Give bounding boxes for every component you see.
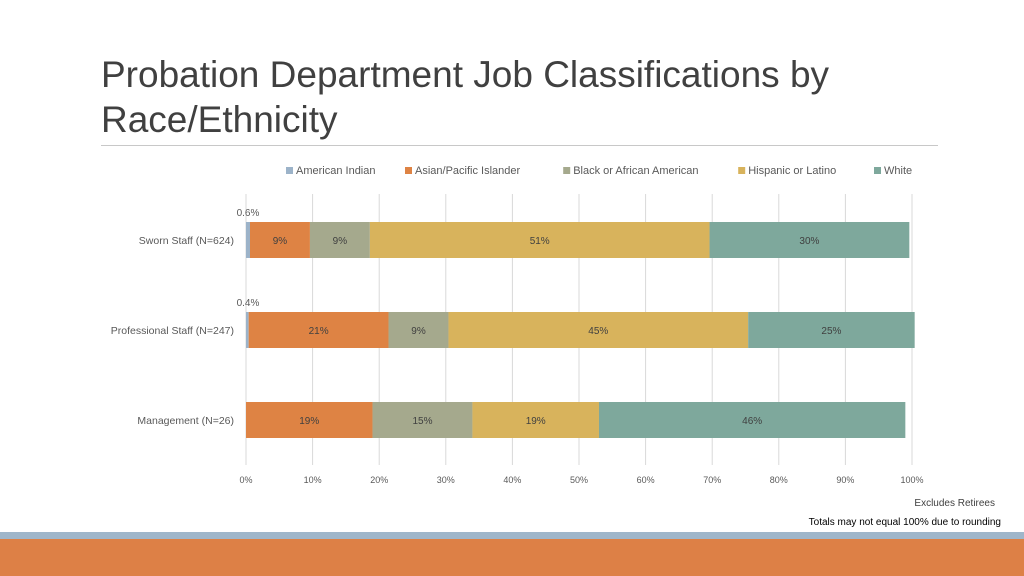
bar-segment bbox=[598, 402, 906, 438]
x-tick-label: 100% bbox=[900, 475, 923, 485]
category-label: Sworn Staff (N=624) bbox=[139, 235, 234, 247]
x-tick-label: 50% bbox=[570, 475, 588, 485]
bar-segment bbox=[748, 312, 915, 348]
x-tick-label: 40% bbox=[503, 475, 521, 485]
x-tick-label: 10% bbox=[304, 475, 322, 485]
bar-segment bbox=[309, 222, 370, 258]
legend-entry: Asian/Pacific Islander bbox=[415, 165, 520, 177]
legend-entry: Hispanic or Latino bbox=[748, 165, 836, 177]
data-label: 9% bbox=[411, 326, 426, 337]
data-label: 21% bbox=[309, 326, 329, 337]
data-label: 0.4% bbox=[237, 298, 260, 309]
stacked-bar-chart: 0% 10% 20% 30% 40% 50% 60% 70% 80% 90% 100% America… bbox=[111, 165, 924, 485]
legend-swatch bbox=[405, 167, 412, 174]
x-tick-label: 70% bbox=[703, 475, 721, 485]
legend-swatch bbox=[286, 167, 293, 174]
data-label: 45% bbox=[588, 326, 608, 337]
bar-segment bbox=[246, 222, 250, 258]
footer-accent-orange bbox=[0, 539, 1024, 576]
footnote-rounding: Totals may not equal 100% due to roundin… bbox=[808, 517, 1001, 528]
bar-segment bbox=[448, 312, 749, 348]
category-label: Management (N=26) bbox=[137, 415, 234, 427]
data-label: 0.6% bbox=[237, 208, 260, 219]
legend-entry: White bbox=[884, 165, 912, 177]
legend-swatch bbox=[563, 167, 571, 174]
legend-entry: American Indian bbox=[296, 165, 376, 177]
data-label: 51% bbox=[530, 236, 550, 247]
data-label: 46% bbox=[742, 416, 762, 427]
category-label: Professional Staff (N=247) bbox=[111, 325, 234, 337]
legend-entry: Black or African American bbox=[573, 165, 698, 177]
bar-segment bbox=[246, 312, 249, 348]
bar-segment bbox=[388, 312, 449, 348]
footnote-excludes-retirees: Excludes Retirees bbox=[914, 498, 995, 509]
bar-segment bbox=[709, 222, 910, 258]
data-label: 30% bbox=[799, 236, 819, 247]
data-label: 19% bbox=[526, 416, 546, 427]
legend-swatch bbox=[874, 167, 881, 174]
footer-accent-blue bbox=[0, 532, 1024, 539]
data-label: 19% bbox=[299, 416, 319, 427]
x-tick-label: 30% bbox=[437, 475, 455, 485]
title-divider bbox=[101, 145, 938, 146]
x-tick-label: 20% bbox=[370, 475, 388, 485]
x-tick-label: 0% bbox=[239, 475, 252, 485]
data-label: 9% bbox=[273, 236, 288, 247]
x-tick-label: 60% bbox=[637, 475, 655, 485]
bar-segment bbox=[369, 222, 710, 258]
data-label: 25% bbox=[821, 326, 841, 337]
bar-segment bbox=[472, 402, 599, 438]
data-label: 15% bbox=[412, 416, 432, 427]
data-label: 9% bbox=[333, 236, 348, 247]
slide-title: Probation Department Job Classifications… bbox=[101, 54, 830, 140]
bar-segment bbox=[372, 402, 473, 438]
bar-segment bbox=[246, 402, 373, 438]
bar-segment bbox=[248, 312, 389, 348]
bar-segment bbox=[249, 222, 310, 258]
x-tick-label: 80% bbox=[770, 475, 788, 485]
legend-swatch bbox=[738, 167, 746, 174]
x-tick-label: 90% bbox=[836, 475, 854, 485]
